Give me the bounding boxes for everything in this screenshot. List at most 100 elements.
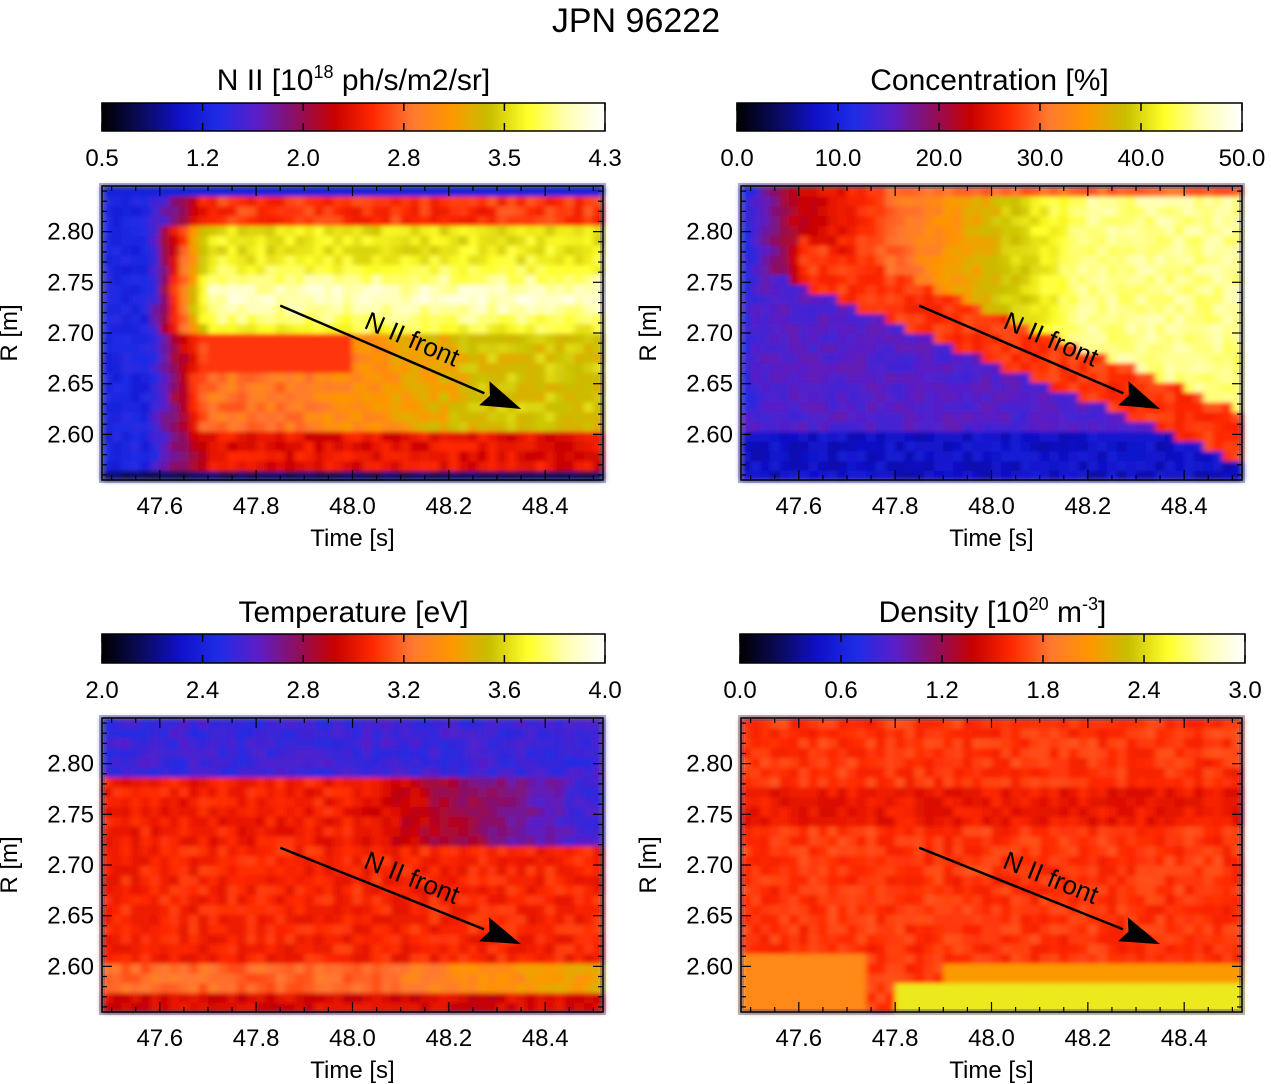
heatmap-cell: [952, 186, 964, 197]
heatmap-cell: [924, 411, 935, 422]
heatmap-cell: [217, 440, 229, 452]
heatmap-cell: [924, 421, 935, 432]
heatmap-cell: [323, 244, 335, 256]
heatmap-cell: [564, 747, 575, 758]
heatmap-cell: [419, 342, 431, 354]
heatmap-cell: [333, 391, 344, 403]
heatmap-cell: [583, 460, 595, 471]
heatmap-cell: [1039, 391, 1051, 403]
heatmap-cell: [1039, 450, 1051, 462]
heatmap-cell: [342, 933, 354, 945]
heatmap-cell: [1001, 352, 1012, 364]
heatmap-cell: [304, 323, 315, 334]
heatmap-cell: [342, 737, 354, 749]
heatmap-cell: [275, 923, 286, 935]
heatmap-cell: [564, 186, 575, 197]
heatmap-cell: [150, 411, 161, 422]
heatmap-cell: [448, 362, 460, 373]
heatmap-cell: [1232, 264, 1243, 275]
heatmap-cell: [179, 440, 190, 452]
heatmap-cell: [487, 865, 498, 876]
heatmap-cell: [583, 293, 595, 305]
heatmap-cell: [837, 215, 848, 226]
heatmap-cell: [1184, 225, 1195, 236]
heatmap-cell: [227, 362, 238, 373]
heatmap-cell: [895, 421, 906, 432]
heatmap-cell: [1097, 431, 1108, 442]
heatmap-cell: [140, 244, 151, 256]
heatmap-cell: [391, 431, 402, 442]
heatmap-cell: [991, 450, 1002, 462]
heatmap-cell: [140, 786, 151, 798]
heatmap-cell: [1020, 293, 1031, 305]
heatmap-cell: [991, 352, 1002, 364]
heatmap-cell: [1222, 333, 1234, 344]
heatmap-cell: [827, 431, 839, 442]
heatmap-cell: [256, 450, 267, 462]
heatmap-cell: [188, 737, 200, 749]
heatmap-cell: [583, 953, 595, 964]
heatmap-cell: [497, 225, 508, 236]
heatmap-cell: [554, 963, 566, 974]
heatmap-cell: [808, 235, 819, 246]
heatmap-cell: [381, 411, 392, 422]
heatmap-cell: [593, 411, 604, 422]
heatmap-cell: [1193, 274, 1205, 285]
heatmap-cell: [1164, 254, 1176, 266]
heatmap-cell: [506, 195, 518, 207]
heatmap-cell: [371, 933, 383, 945]
colorbar-tick-label: 10.0: [815, 145, 862, 172]
heatmap-cell: [227, 264, 238, 275]
heatmap-cell: [477, 825, 489, 837]
heatmap-cell: [769, 293, 781, 305]
heatmap-cell: [779, 431, 790, 442]
heatmap-cell: [294, 391, 306, 403]
heatmap-cell: [593, 421, 604, 432]
heatmap-cell: [525, 333, 537, 344]
heatmap-cell: [1097, 333, 1108, 344]
heatmap-cell: [217, 215, 229, 226]
heatmap-cell: [381, 796, 392, 807]
heatmap-cell: [111, 440, 123, 452]
heatmap-cell: [1049, 411, 1060, 422]
heatmap-cell: [323, 943, 335, 954]
colorbar: [736, 102, 1243, 132]
heatmap-cell: [111, 786, 123, 798]
heatmap-cell: [458, 382, 469, 393]
heatmap-cell: [583, 421, 595, 432]
heatmap-cell: [827, 254, 839, 266]
heatmap-cell: [227, 352, 238, 364]
heatmap-cell: [246, 421, 257, 432]
heatmap-cell: [593, 460, 604, 471]
heatmap-cell: [207, 421, 219, 432]
heatmap-cell: [342, 972, 354, 984]
heatmap-cell: [962, 323, 974, 334]
heatmap-cell: [1078, 401, 1089, 413]
heatmap-cell: [545, 401, 556, 413]
heatmap-cell: [1087, 235, 1099, 246]
heatmap-cell: [352, 776, 363, 788]
heatmap-cell: [217, 963, 229, 974]
heatmap-cell: [506, 313, 518, 324]
heatmap-cell: [875, 391, 887, 403]
heatmap-cell: [1020, 362, 1031, 373]
heatmap-cell: [400, 806, 412, 817]
heatmap-cell: [487, 254, 498, 266]
heatmap-cell: [352, 718, 363, 729]
heatmap-cell: [1145, 460, 1157, 471]
heatmap-cell: [342, 786, 354, 798]
heatmap-cell: [769, 333, 781, 344]
heatmap-cell: [468, 825, 479, 837]
heatmap-cell: [265, 460, 277, 471]
heatmap-cell: [333, 874, 344, 886]
heatmap-cell: [1222, 352, 1234, 364]
heatmap-cell: [140, 225, 151, 236]
heatmap-cell: [1087, 313, 1099, 324]
heatmap-cell: [188, 186, 200, 197]
heatmap-cell: [362, 293, 373, 305]
heatmap-cell: [593, 943, 604, 954]
heatmap-cell: [362, 865, 373, 876]
heatmap-cell: [1193, 244, 1205, 256]
heatmap-cell: [342, 440, 354, 452]
heatmap-cell: [564, 303, 575, 315]
